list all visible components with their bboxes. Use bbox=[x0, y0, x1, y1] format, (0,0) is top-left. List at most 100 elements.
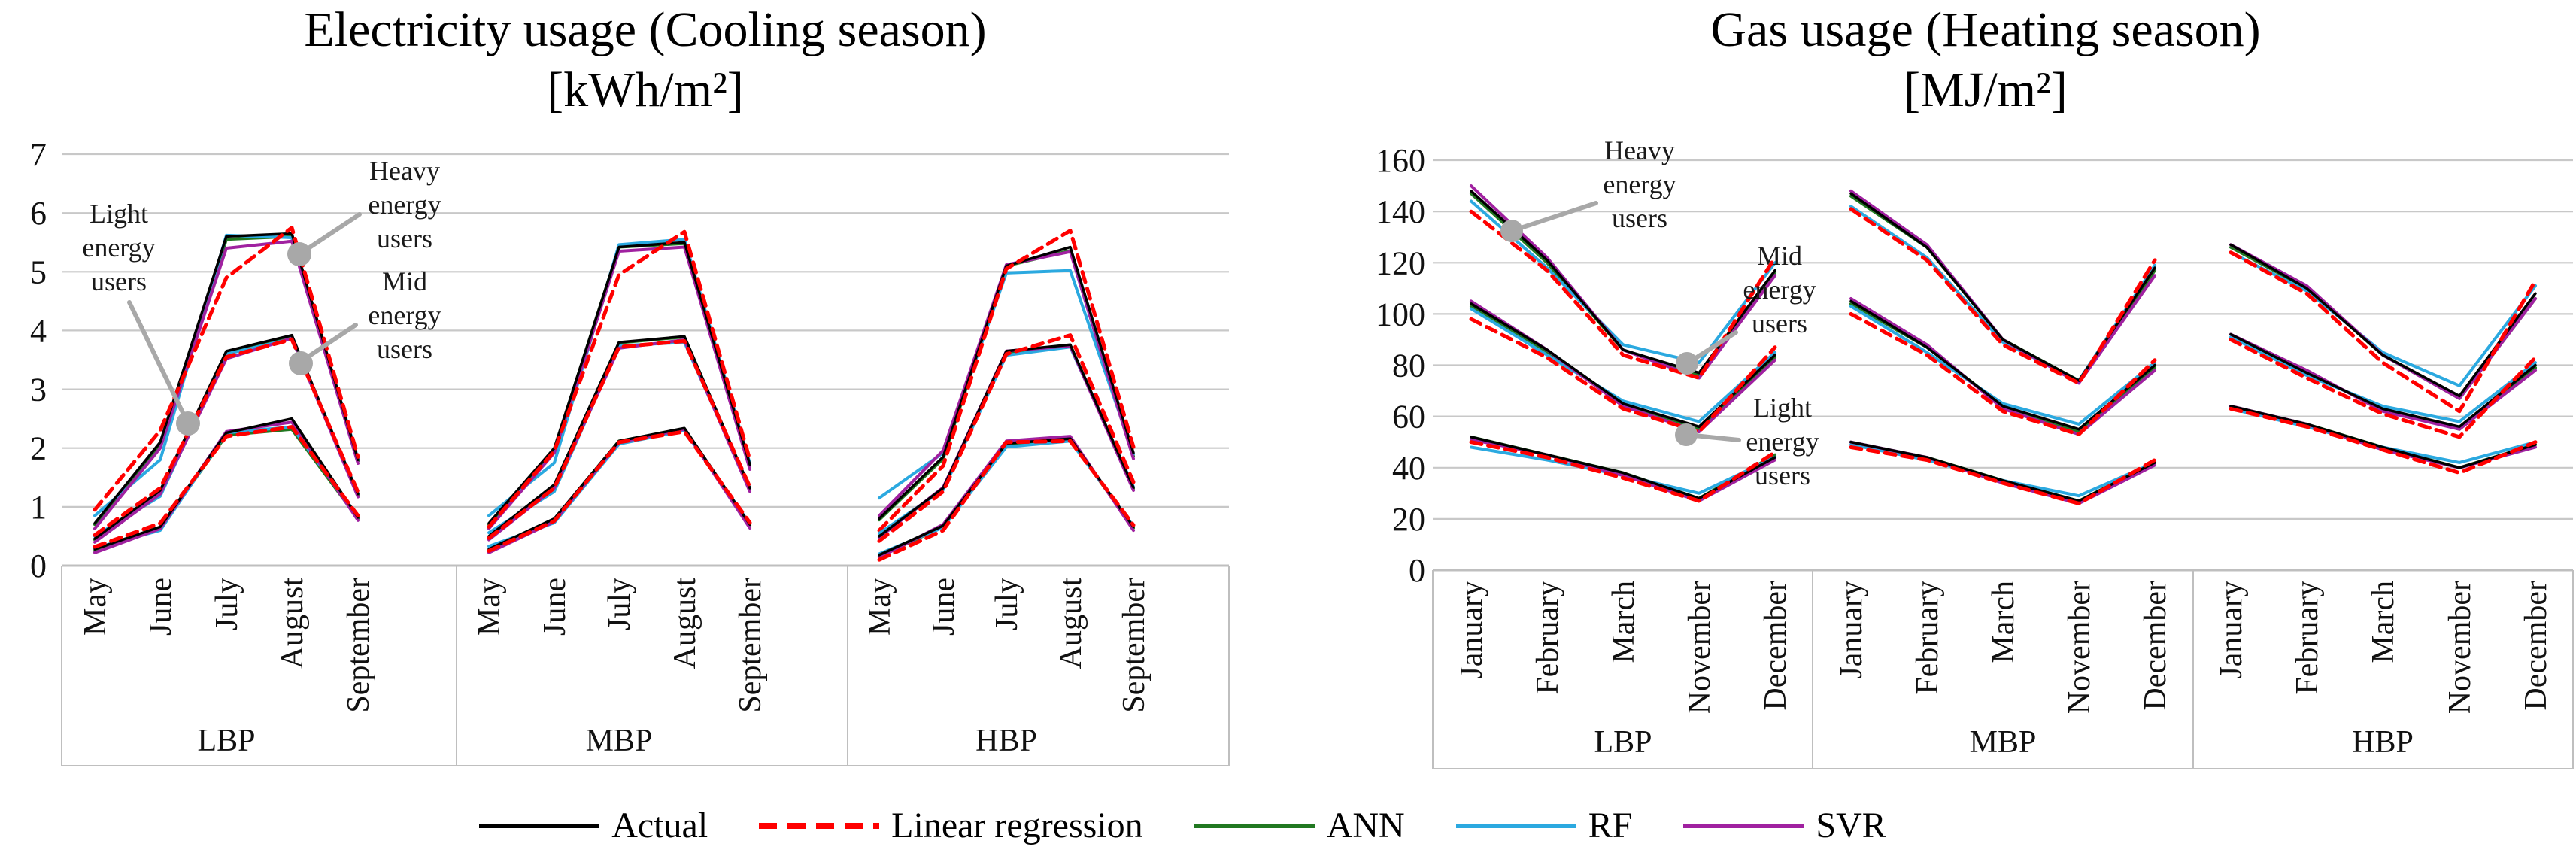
annotation-mid-energy-users-right: Mid energy users bbox=[1743, 241, 1816, 338]
series-line-actual bbox=[878, 343, 1135, 538]
annotation-callout-dot bbox=[287, 242, 311, 266]
y-tick-label: 140 bbox=[1376, 193, 1425, 230]
left-chart-title-unit: [kWh/m²] bbox=[547, 62, 744, 117]
annotation-callout-line bbox=[1509, 201, 1598, 233]
x-category-label: March bbox=[1607, 581, 1641, 663]
annotation-heavy-energy-users-right: Heavy energy users bbox=[1603, 135, 1676, 233]
series-line-linear-regression bbox=[93, 337, 360, 537]
y-tick-label: 80 bbox=[1392, 348, 1425, 384]
series-line-actual bbox=[487, 241, 751, 525]
series-line-linear-regression bbox=[487, 339, 752, 540]
series-line-rf bbox=[1470, 307, 1776, 423]
x-group-label: LBP bbox=[1594, 725, 1652, 760]
left-chart-title: Electricity usage (Cooling season) [kWh/… bbox=[194, 0, 1097, 120]
series-line-rf bbox=[2229, 335, 2537, 423]
x-category-label: June bbox=[927, 578, 961, 636]
x-category-label: May bbox=[78, 578, 113, 636]
x-category-label: November bbox=[2443, 581, 2477, 714]
series-line-rf bbox=[93, 425, 360, 550]
x-category-label: May bbox=[863, 578, 897, 636]
x-category-label: December bbox=[2519, 581, 2553, 711]
series-line-linear-regression bbox=[487, 429, 752, 553]
series-line-linear-regression bbox=[2229, 250, 2538, 414]
x-category-label: March bbox=[2366, 581, 2401, 663]
legend-item-linear-regression: Linear regression bbox=[759, 806, 1143, 845]
series-line-linear-regression bbox=[877, 439, 1136, 562]
legend-item-ann: ANN bbox=[1194, 806, 1405, 845]
right-chart-title: Gas usage (Heating season) [MJ/m²] bbox=[1534, 0, 2437, 120]
series-line-actual bbox=[878, 437, 1135, 557]
x-group-label: HBP bbox=[2352, 725, 2414, 760]
annotation-callout-line bbox=[127, 300, 190, 426]
series-line-linear-regression bbox=[1849, 207, 2157, 385]
x-category-label: September bbox=[733, 578, 768, 713]
right-chart-title-unit: [MJ/m²] bbox=[1904, 62, 2068, 117]
series-line-linear-regression bbox=[1849, 445, 2157, 505]
y-tick-label: 0 bbox=[1409, 552, 1425, 589]
series-line-rf bbox=[1849, 205, 2156, 382]
svr-line-swatch-icon bbox=[1683, 824, 1804, 828]
x-category-label: August bbox=[1054, 578, 1088, 669]
series-line-linear-regression bbox=[1849, 311, 2157, 436]
x-category-label: January bbox=[1834, 581, 1869, 679]
series-line-actual bbox=[1849, 440, 2156, 502]
x-category-label: February bbox=[1910, 581, 1945, 695]
annotation-light-energy-users-left: Light energy users bbox=[82, 199, 156, 296]
series-line-rf bbox=[878, 269, 1135, 500]
x-group-label: MBP bbox=[1970, 725, 2037, 760]
x-category-label: September bbox=[1117, 578, 1151, 713]
annotation-heavy-energy-users-left: Heavy energy users bbox=[368, 156, 441, 253]
legend-item-actual: Actual bbox=[479, 806, 708, 845]
series-line-actual bbox=[2229, 332, 2537, 429]
x-category-label: December bbox=[1758, 581, 1793, 711]
x-category-label: February bbox=[1531, 581, 1565, 695]
legend-label: Linear regression bbox=[891, 806, 1143, 845]
legend-item-rf: RF bbox=[1455, 806, 1633, 845]
legend-label: SVR bbox=[1816, 806, 1886, 845]
y-tick-label: 4 bbox=[30, 312, 47, 349]
y-tick-label: 6 bbox=[30, 195, 47, 232]
y-tick-label: 5 bbox=[30, 253, 47, 290]
y-tick-label: 120 bbox=[1376, 244, 1425, 281]
x-category-label: July bbox=[990, 578, 1024, 630]
ann-line-swatch-icon bbox=[1194, 824, 1315, 828]
x-category-label: February bbox=[2290, 581, 2325, 695]
legend-label: Actual bbox=[611, 806, 708, 845]
legend-item-svr: SVR bbox=[1683, 806, 1886, 845]
x-category-label: November bbox=[2062, 581, 2097, 714]
annotation-callout-dot bbox=[1500, 220, 1523, 242]
linear-regression-dashed-line-swatch-icon bbox=[759, 823, 880, 829]
series-line-actual bbox=[2229, 243, 2537, 398]
series-line-svr bbox=[1849, 297, 2156, 436]
series-line-rf bbox=[1470, 199, 1776, 365]
rf-line-swatch-icon bbox=[1455, 824, 1576, 828]
series-line-linear-regression bbox=[877, 229, 1136, 533]
y-tick-label: 3 bbox=[30, 372, 47, 408]
legend-label: ANN bbox=[1326, 806, 1405, 845]
annotation-mid-energy-users-left: Mid energy users bbox=[368, 266, 441, 364]
series-line-linear-regression bbox=[1469, 317, 1777, 434]
x-category-label: May bbox=[472, 578, 507, 636]
x-category-label: November bbox=[1682, 581, 1717, 714]
y-tick-label: 2 bbox=[30, 430, 47, 467]
y-tick-label: 1 bbox=[30, 489, 47, 526]
series-line-linear-regression bbox=[2229, 406, 2538, 475]
annotation-callout-dot bbox=[289, 351, 313, 375]
y-tick-label: 40 bbox=[1392, 450, 1425, 487]
series-line-actual bbox=[93, 417, 360, 551]
x-category-label: June bbox=[144, 578, 178, 636]
x-group-label: HBP bbox=[975, 724, 1037, 758]
annotation-callout-line bbox=[302, 323, 358, 362]
series-line-rf bbox=[1849, 305, 2156, 426]
x-category-label: August bbox=[275, 578, 310, 669]
legend-label: RF bbox=[1588, 806, 1633, 845]
series-line-ann bbox=[2229, 332, 2537, 431]
series-line-linear-regression bbox=[93, 226, 360, 512]
annotation-callout-dot bbox=[176, 411, 200, 436]
series-line-svr bbox=[878, 435, 1135, 560]
annotation-callout-dot bbox=[1675, 423, 1698, 446]
x-category-label: January bbox=[1455, 581, 1489, 679]
x-group-label: LBP bbox=[197, 724, 255, 758]
